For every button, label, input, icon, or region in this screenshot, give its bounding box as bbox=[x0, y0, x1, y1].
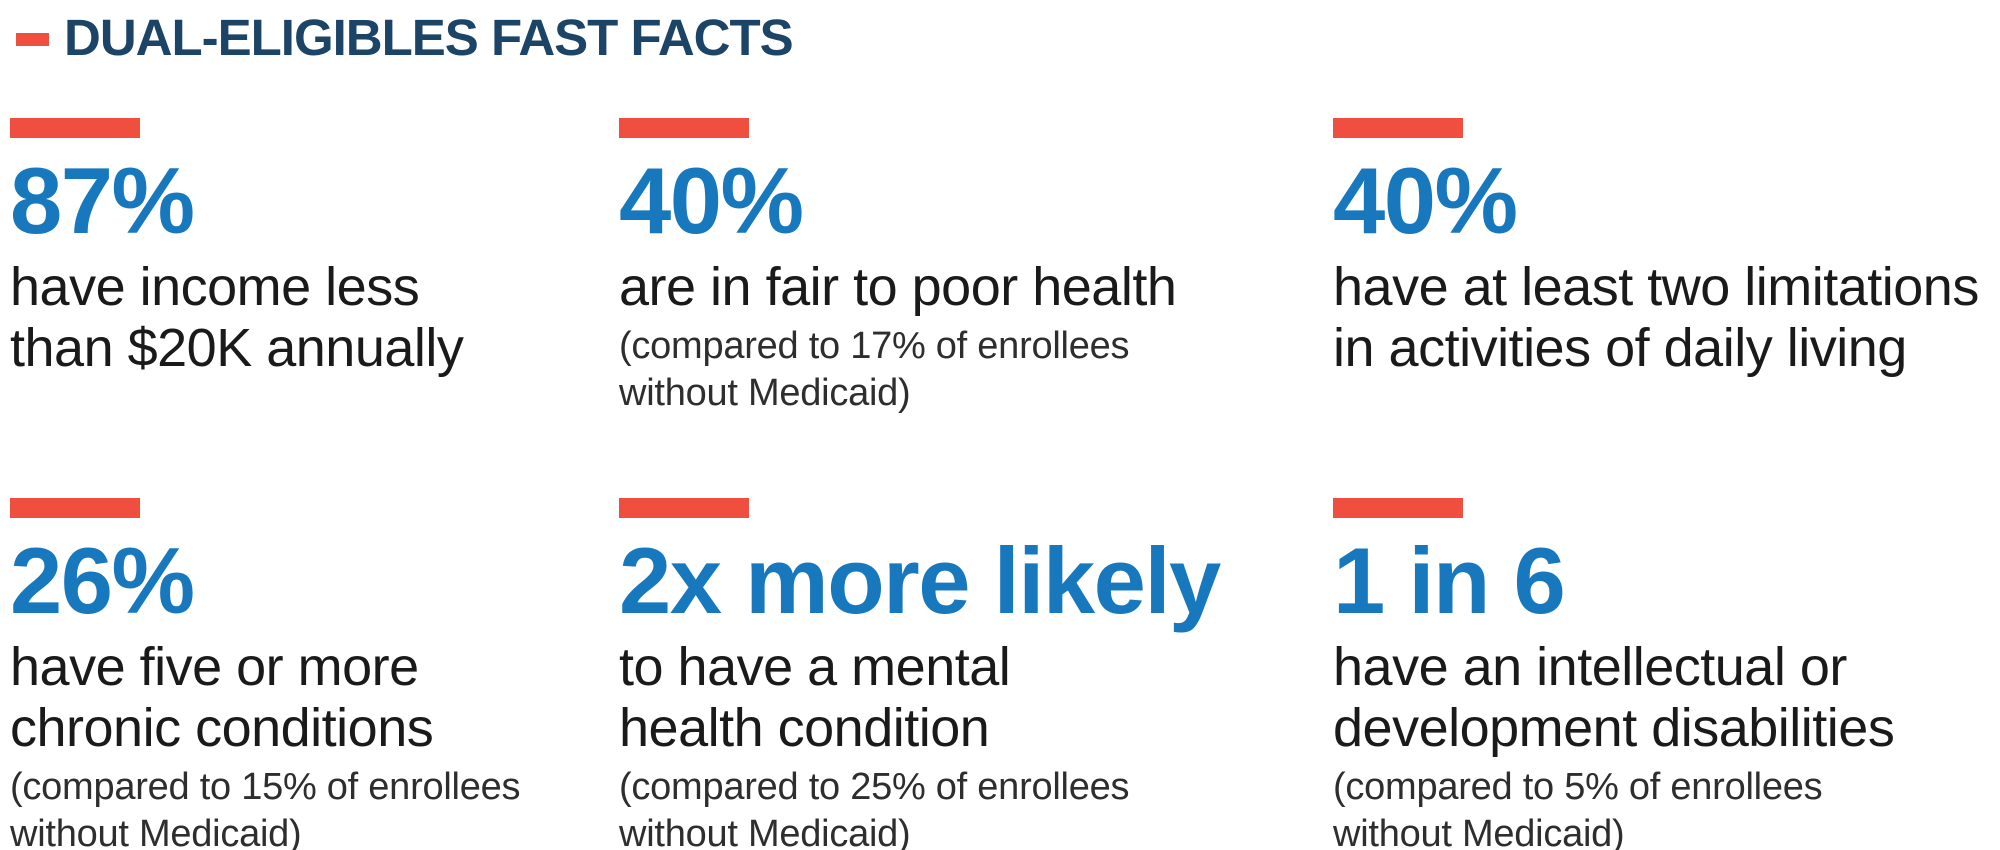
stat-description: are in fair to poor health bbox=[619, 257, 1299, 318]
stat-accent-dash-icon bbox=[619, 498, 749, 518]
stat-description: have income less than $20K annually bbox=[10, 257, 690, 379]
stat-value: 40% bbox=[619, 148, 804, 253]
page-title: DUAL-ELIGIBLES FAST FACTS bbox=[64, 9, 794, 66]
stat-accent-dash-icon bbox=[10, 118, 140, 138]
stat-card-health-status: 40% are in fair to poor health (compared… bbox=[619, 118, 1299, 416]
stat-note-line: without Medicaid) bbox=[1333, 812, 1625, 850]
stat-note-line: without Medicaid) bbox=[10, 812, 302, 850]
stat-note-line: without Medicaid) bbox=[619, 371, 911, 414]
header: DUAL-ELIGIBLES FAST FACTS bbox=[16, 8, 794, 67]
stat-description: to have a mental health condition bbox=[619, 637, 1299, 759]
stat-description-line: have income less bbox=[10, 257, 420, 318]
stat-description-line: development disabilities bbox=[1333, 698, 1895, 759]
stat-description-line: have five or more bbox=[10, 637, 419, 698]
title-dash-icon bbox=[16, 33, 49, 46]
stat-note: (compared to 5% of enrollees without Medi… bbox=[1333, 764, 2000, 850]
stat-value: 40% bbox=[1333, 148, 1518, 253]
stat-accent-dash-icon bbox=[1333, 498, 1463, 518]
stat-accent-dash-icon bbox=[10, 498, 140, 518]
stat-accent-dash-icon bbox=[619, 118, 749, 138]
stat-card-chronic-conditions: 26% have five or more chronic conditions … bbox=[10, 498, 690, 850]
stat-value: 1 in 6 bbox=[1333, 528, 1566, 633]
stat-description-line: chronic conditions bbox=[10, 698, 434, 759]
stat-description-line: are in fair to poor health bbox=[619, 257, 1177, 318]
stat-card-income: 87% have income less than $20K annually bbox=[10, 118, 690, 379]
stat-value: 26% bbox=[10, 528, 195, 633]
stat-description-line: to have a mental bbox=[619, 637, 1011, 698]
stat-note-line: (compared to 15% of enrollees bbox=[10, 766, 521, 809]
stat-description: have five or more chronic conditions bbox=[10, 637, 690, 759]
stat-description-line: have at least two limitations bbox=[1333, 257, 1979, 318]
stat-description: have an intellectual or development disab… bbox=[1333, 637, 2000, 759]
stat-note: (compared to 25% of enrollees without Med… bbox=[619, 764, 1299, 850]
stat-card-daily-living-limitations: 40% have at least two limitations in acti… bbox=[1333, 118, 2000, 379]
stat-note: (compared to 15% of enrollees without Med… bbox=[10, 764, 690, 850]
stat-value: 2x more likely bbox=[619, 528, 1221, 633]
stat-accent-dash-icon bbox=[1333, 118, 1463, 138]
stat-value: 87% bbox=[10, 148, 195, 253]
stat-description-line: in activities of daily living bbox=[1333, 318, 1907, 379]
stat-description-line: than $20K annually bbox=[10, 318, 464, 379]
stat-note-line: without Medicaid) bbox=[619, 812, 911, 850]
stat-note-line: (compared to 5% of enrollees bbox=[1333, 766, 1823, 809]
stat-description-line: have an intellectual or bbox=[1333, 637, 1847, 698]
stat-note-line: (compared to 25% of enrollees bbox=[619, 766, 1130, 809]
stat-description: have at least two limitations in activiti… bbox=[1333, 257, 2000, 379]
stat-description-line: health condition bbox=[619, 698, 990, 759]
stat-card-intellectual-disabilities: 1 in 6 have an intellectual or developmen… bbox=[1333, 498, 2000, 850]
stat-note-line: (compared to 17% of enrollees bbox=[619, 325, 1130, 368]
stat-card-mental-health: 2x more likely to have a mental health co… bbox=[619, 498, 1299, 850]
stat-note: (compared to 17% of enrollees without Med… bbox=[619, 323, 1299, 416]
